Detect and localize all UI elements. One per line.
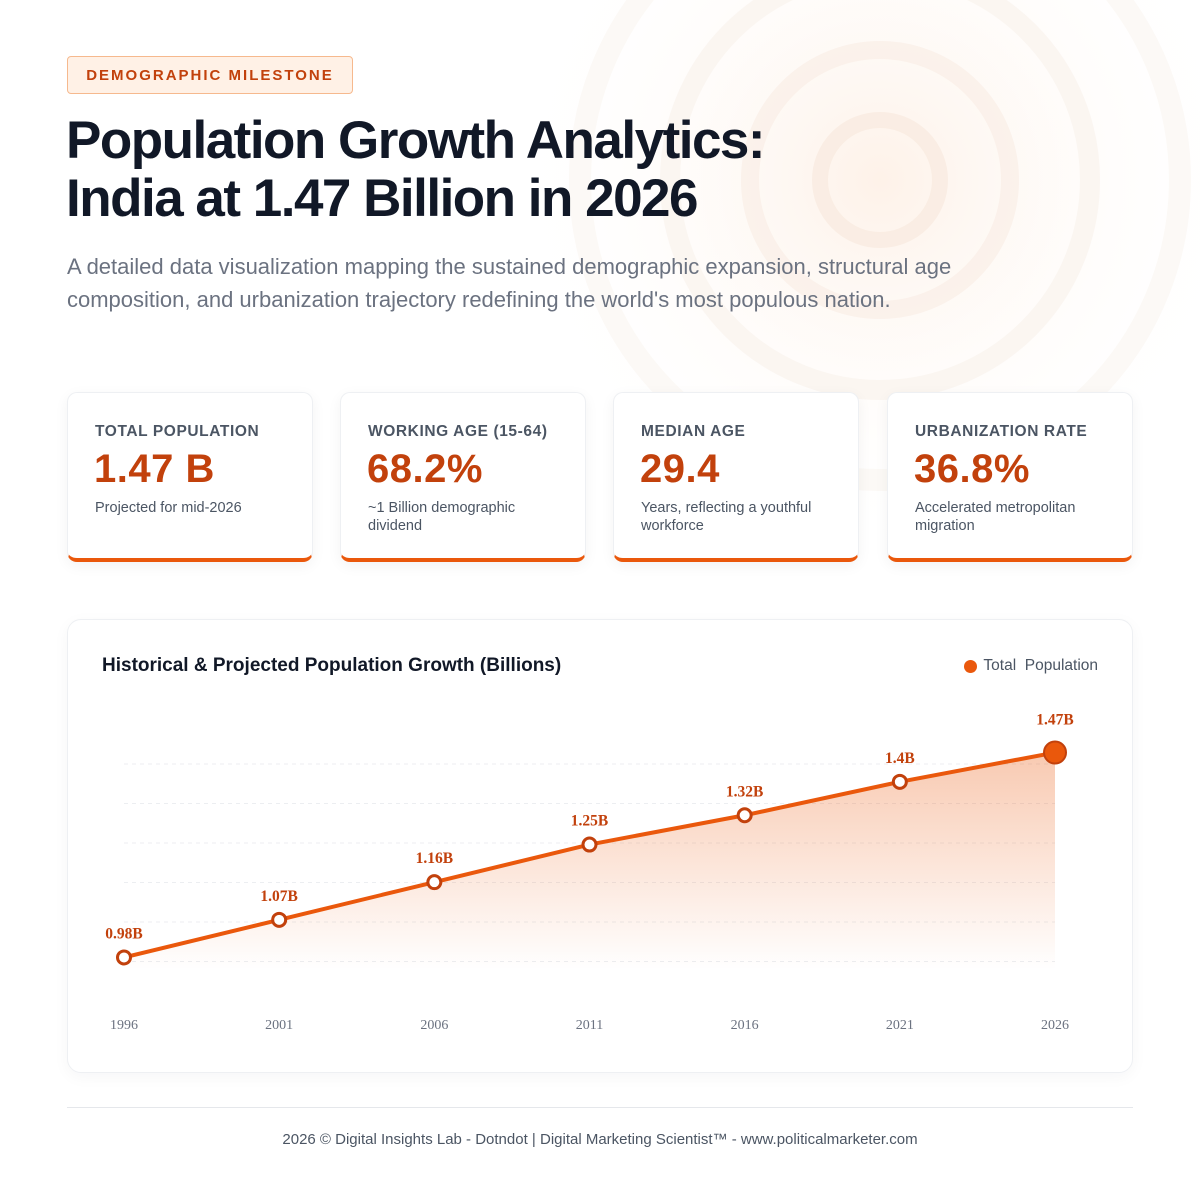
data-point xyxy=(271,911,288,928)
x-tick-label: 2021 xyxy=(886,1018,914,1033)
data-label: 0.98B xyxy=(105,925,142,942)
population-line-chart: 0.98B 1996 1.07B 2001 1.16B 2006 1.25B 2011 1.32… xyxy=(105,712,1073,1033)
x-tick-label: 2016 xyxy=(731,1018,759,1033)
data-label: 1.32B xyxy=(726,783,763,800)
legend-label: Total Population xyxy=(983,657,1098,674)
data-point xyxy=(1043,740,1067,765)
chart-legend: Total Population xyxy=(964,657,1098,675)
stat-card-total-population: TOTAL POPULATION 1.47 B Projected for mi… xyxy=(67,392,313,562)
footer-credit: 2026 © Digital Insights Lab - Dotndot | … xyxy=(282,1131,918,1148)
stat-label: URBANIZATION RATE xyxy=(915,423,1088,440)
legend-swatch xyxy=(964,659,978,673)
data-label: 1.07B xyxy=(260,888,297,905)
x-tick-label: 2006 xyxy=(420,1018,448,1033)
data-point xyxy=(426,874,443,891)
data-label: 1.4B xyxy=(885,750,915,767)
page-title: Population Growth Analytics: India at 1.… xyxy=(66,112,1066,228)
stat-card-working-age: WORKING AGE (15-64) 68.2% ~1 Billion dem… xyxy=(340,392,586,562)
stat-note: ~1 Billion demographic dividend xyxy=(368,500,516,534)
stat-label: MEDIAN AGE xyxy=(641,423,746,440)
stat-note: Accelerated metropolitan migration xyxy=(915,500,1076,534)
stat-value: 1.47 B xyxy=(94,447,215,491)
data-point xyxy=(581,836,598,853)
data-label: 1.25B xyxy=(571,813,608,830)
title-line-1: Population Growth Analytics: xyxy=(66,111,766,170)
data-label: 1.16B xyxy=(416,850,453,867)
stat-value: 29.4 xyxy=(640,447,720,491)
page-subtitle: A detailed data visualization mapping th… xyxy=(67,254,952,312)
series-area xyxy=(124,752,1055,970)
x-tick-label: 2011 xyxy=(576,1018,603,1033)
stat-card-median-age: MEDIAN AGE 29.4 Years, reflecting a yout… xyxy=(613,392,859,562)
data-label: 1.47B xyxy=(1036,712,1073,729)
x-tick-label: 2026 xyxy=(1041,1018,1069,1033)
stat-label: WORKING AGE (15-64) xyxy=(368,423,548,440)
stat-value: 36.8% xyxy=(914,447,1030,491)
stat-note: Projected for mid-2026 xyxy=(95,500,242,516)
data-point xyxy=(736,807,753,824)
title-line-2: India at 1.47 Billion in 2026 xyxy=(66,169,699,228)
stat-card-urbanization-rate: URBANIZATION RATE 36.8% Accelerated metr… xyxy=(887,392,1133,562)
category-badge: DEMOGRAPHIC MILESTONE xyxy=(67,56,353,94)
x-tick-label: 1996 xyxy=(110,1018,138,1033)
x-tick-label: 2001 xyxy=(265,1018,293,1033)
stat-note: Years, reflecting a youthful workforce xyxy=(641,500,812,534)
chart-title: Historical & Projected Population Growth… xyxy=(102,655,562,676)
data-point xyxy=(891,773,908,790)
data-point xyxy=(116,949,132,966)
footer-divider xyxy=(67,1107,1133,1108)
population-chart-card: Historical & Projected Population Growth… xyxy=(67,619,1133,1073)
stat-label: TOTAL POPULATION xyxy=(95,423,260,440)
stat-value: 68.2% xyxy=(367,447,483,491)
